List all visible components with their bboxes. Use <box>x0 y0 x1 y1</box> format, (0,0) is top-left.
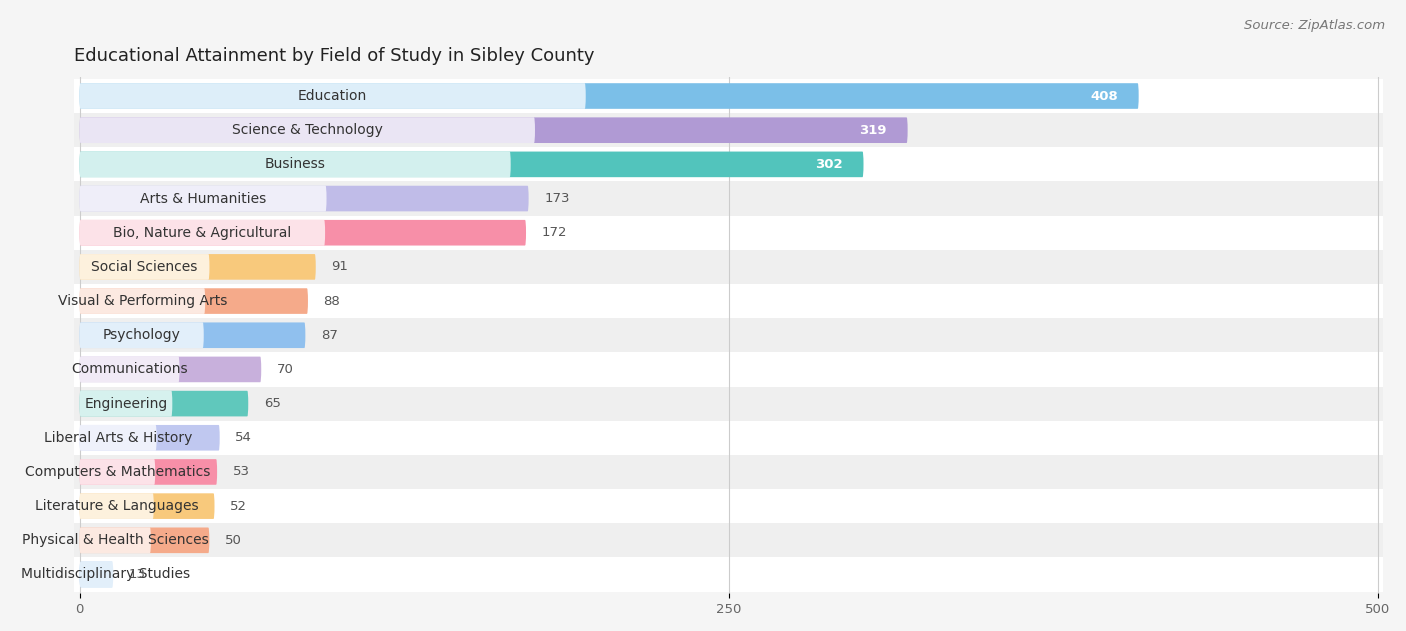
Text: Literature & Languages: Literature & Languages <box>35 499 198 513</box>
Text: 319: 319 <box>859 124 887 137</box>
FancyBboxPatch shape <box>80 459 217 485</box>
FancyBboxPatch shape <box>80 288 308 314</box>
FancyBboxPatch shape <box>80 322 204 348</box>
Text: 13: 13 <box>129 568 146 581</box>
FancyBboxPatch shape <box>66 284 1406 318</box>
FancyBboxPatch shape <box>80 562 114 587</box>
Text: Liberal Arts & History: Liberal Arts & History <box>44 431 193 445</box>
FancyBboxPatch shape <box>66 147 1406 182</box>
Text: 172: 172 <box>541 227 567 239</box>
FancyBboxPatch shape <box>66 79 1406 113</box>
FancyBboxPatch shape <box>80 425 219 451</box>
Text: Business: Business <box>264 157 326 172</box>
Text: Communications: Communications <box>72 362 188 377</box>
Text: 50: 50 <box>225 534 242 547</box>
FancyBboxPatch shape <box>80 391 173 416</box>
FancyBboxPatch shape <box>80 151 510 177</box>
FancyBboxPatch shape <box>66 352 1406 387</box>
Text: Psychology: Psychology <box>103 328 180 342</box>
FancyBboxPatch shape <box>80 459 155 485</box>
Text: Arts & Humanities: Arts & Humanities <box>139 192 266 206</box>
Text: 87: 87 <box>321 329 337 342</box>
Text: 91: 91 <box>332 261 349 273</box>
Text: 173: 173 <box>544 192 569 205</box>
FancyBboxPatch shape <box>80 254 316 280</box>
FancyBboxPatch shape <box>80 117 908 143</box>
Text: 53: 53 <box>232 466 250 478</box>
Text: 52: 52 <box>231 500 247 512</box>
FancyBboxPatch shape <box>80 220 325 245</box>
FancyBboxPatch shape <box>80 186 529 211</box>
FancyBboxPatch shape <box>80 357 180 382</box>
FancyBboxPatch shape <box>66 557 1406 592</box>
FancyBboxPatch shape <box>80 83 586 109</box>
FancyBboxPatch shape <box>66 489 1406 523</box>
Text: Source: ZipAtlas.com: Source: ZipAtlas.com <box>1244 19 1385 32</box>
FancyBboxPatch shape <box>80 528 150 553</box>
FancyBboxPatch shape <box>80 83 1139 109</box>
Text: Physical & Health Sciences: Physical & Health Sciences <box>22 533 208 547</box>
FancyBboxPatch shape <box>66 216 1406 250</box>
Text: 65: 65 <box>264 397 281 410</box>
Text: Bio, Nature & Agricultural: Bio, Nature & Agricultural <box>112 226 291 240</box>
Text: 408: 408 <box>1090 90 1118 102</box>
FancyBboxPatch shape <box>80 425 156 451</box>
FancyBboxPatch shape <box>80 151 863 177</box>
Text: Science & Technology: Science & Technology <box>232 123 382 137</box>
FancyBboxPatch shape <box>66 113 1406 147</box>
FancyBboxPatch shape <box>80 357 262 382</box>
FancyBboxPatch shape <box>80 322 305 348</box>
Text: Multidisciplinary Studies: Multidisciplinary Studies <box>21 567 190 582</box>
Text: 70: 70 <box>277 363 294 376</box>
FancyBboxPatch shape <box>80 254 209 280</box>
FancyBboxPatch shape <box>66 387 1406 421</box>
Text: 302: 302 <box>815 158 842 171</box>
FancyBboxPatch shape <box>80 117 534 143</box>
Text: Education: Education <box>298 89 367 103</box>
Text: Computers & Mathematics: Computers & Mathematics <box>25 465 209 479</box>
FancyBboxPatch shape <box>80 528 209 553</box>
FancyBboxPatch shape <box>80 493 215 519</box>
FancyBboxPatch shape <box>80 186 326 211</box>
FancyBboxPatch shape <box>66 318 1406 352</box>
FancyBboxPatch shape <box>80 493 153 519</box>
Text: 88: 88 <box>323 295 340 307</box>
FancyBboxPatch shape <box>80 220 526 245</box>
FancyBboxPatch shape <box>66 250 1406 284</box>
Text: Educational Attainment by Field of Study in Sibley County: Educational Attainment by Field of Study… <box>75 47 595 64</box>
FancyBboxPatch shape <box>66 523 1406 557</box>
FancyBboxPatch shape <box>66 421 1406 455</box>
FancyBboxPatch shape <box>80 391 249 416</box>
Text: Visual & Performing Arts: Visual & Performing Arts <box>58 294 226 308</box>
FancyBboxPatch shape <box>80 288 205 314</box>
FancyBboxPatch shape <box>80 562 131 587</box>
Text: Social Sciences: Social Sciences <box>91 260 198 274</box>
Text: Engineering: Engineering <box>84 397 167 411</box>
FancyBboxPatch shape <box>66 182 1406 216</box>
FancyBboxPatch shape <box>66 455 1406 489</box>
Text: 54: 54 <box>235 431 252 444</box>
